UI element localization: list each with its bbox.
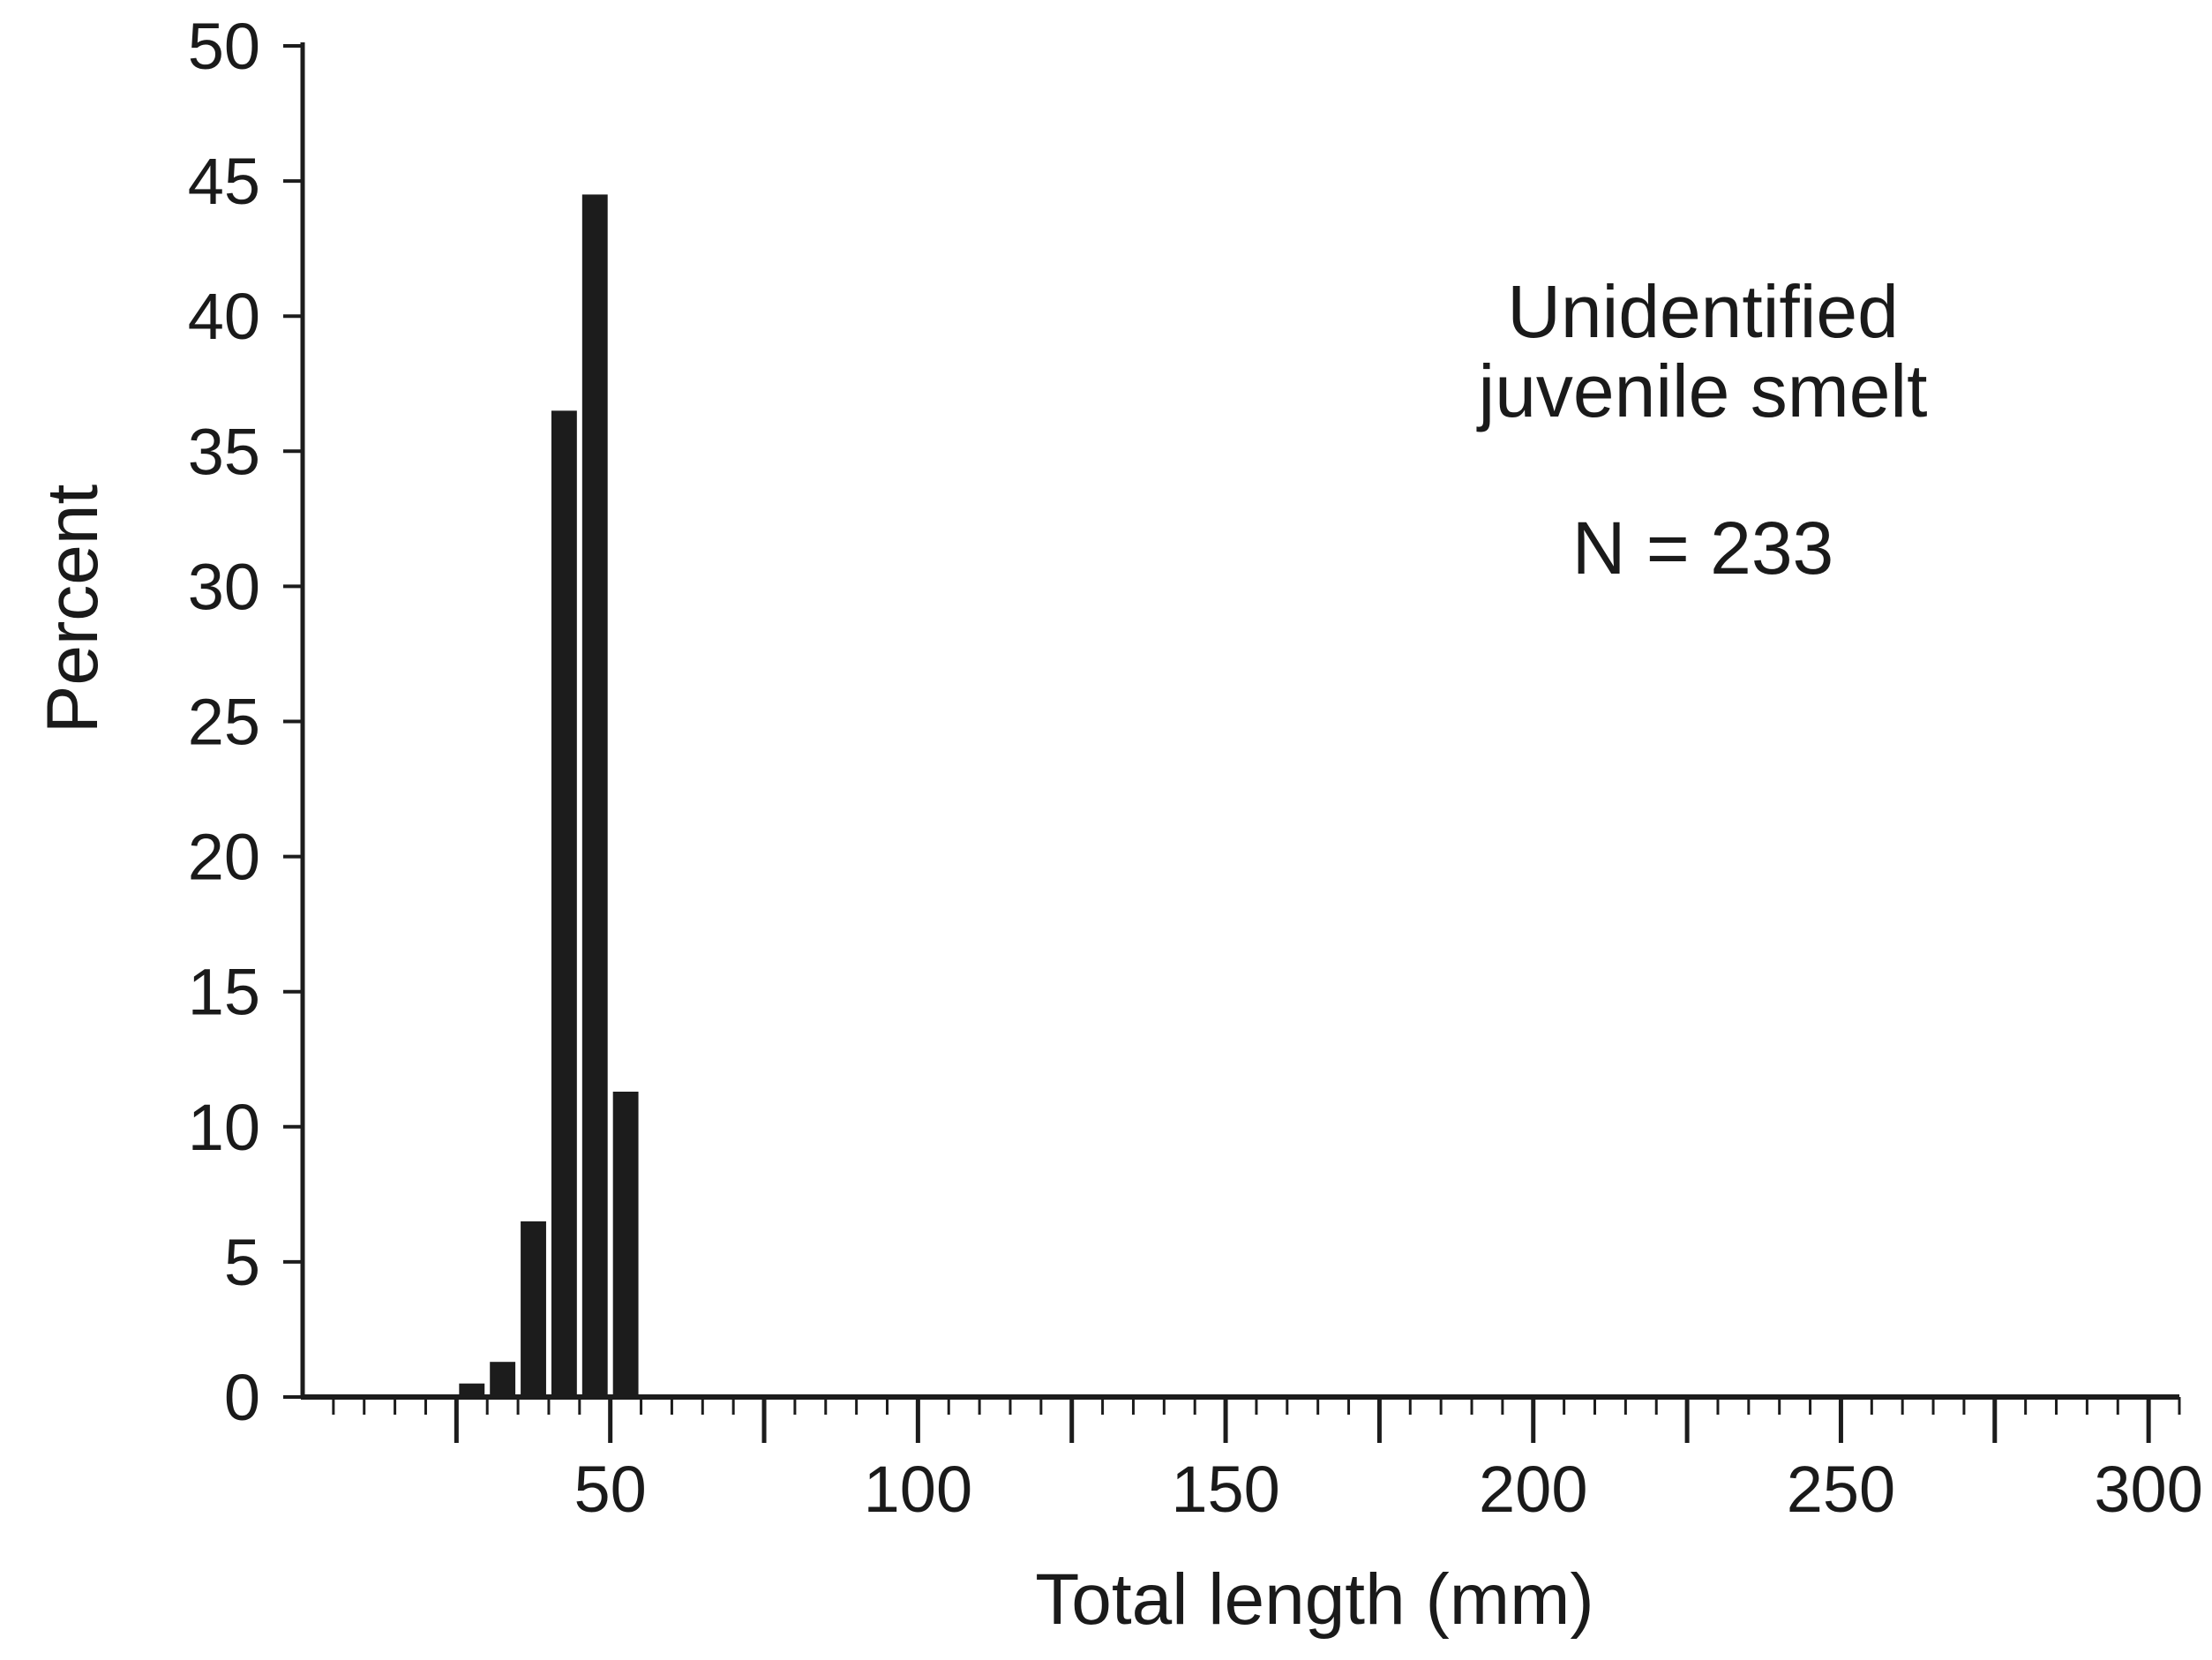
x-tick-label-100: 100 [864, 1453, 972, 1526]
bar-1 [490, 1362, 516, 1397]
annotation-species-line2: juvenile smelt [1476, 349, 1928, 432]
y-tick-label-10: 10 [188, 1091, 260, 1164]
x-ticks: 50 100 150 200 250 300 [332, 1397, 2203, 1526]
bar-3 [551, 410, 577, 1397]
y-tick-label-40: 40 [188, 280, 260, 353]
y-tick-label-50: 50 [188, 10, 260, 83]
bar-4 [581, 194, 608, 1397]
x-tick-label-250: 250 [1787, 1453, 1895, 1526]
x-axis-title: Total length (mm) [1035, 1559, 1593, 1640]
y-tick-label-30: 30 [188, 550, 260, 623]
y-tick-label-15: 15 [188, 956, 260, 1029]
bar-5 [612, 1091, 639, 1397]
y-tick-label-45: 45 [188, 145, 260, 218]
y-tick-label-35: 35 [188, 415, 260, 488]
x-tick-label-300: 300 [2094, 1453, 2202, 1526]
y-axis-title: Percent [33, 484, 113, 733]
bars-layer [459, 194, 639, 1397]
x-tick-label-150: 150 [1171, 1453, 1279, 1526]
y-tick-label-5: 5 [224, 1226, 260, 1299]
x-tick-label-50: 50 [574, 1453, 647, 1526]
bar-0 [459, 1383, 485, 1397]
y-tick-label-20: 20 [188, 821, 260, 894]
annotation-species-line1: Unidentified [1507, 270, 1899, 353]
annotation-sample-size: N = 233 [1572, 507, 1834, 590]
x-tick-label-200: 200 [1479, 1453, 1587, 1526]
y-tick-label-25: 25 [188, 686, 260, 759]
bar-2 [521, 1221, 546, 1397]
y-tick-label-0: 0 [224, 1361, 260, 1434]
y-ticks: 0 5 10 15 20 25 30 35 40 45 50 [188, 10, 303, 1434]
